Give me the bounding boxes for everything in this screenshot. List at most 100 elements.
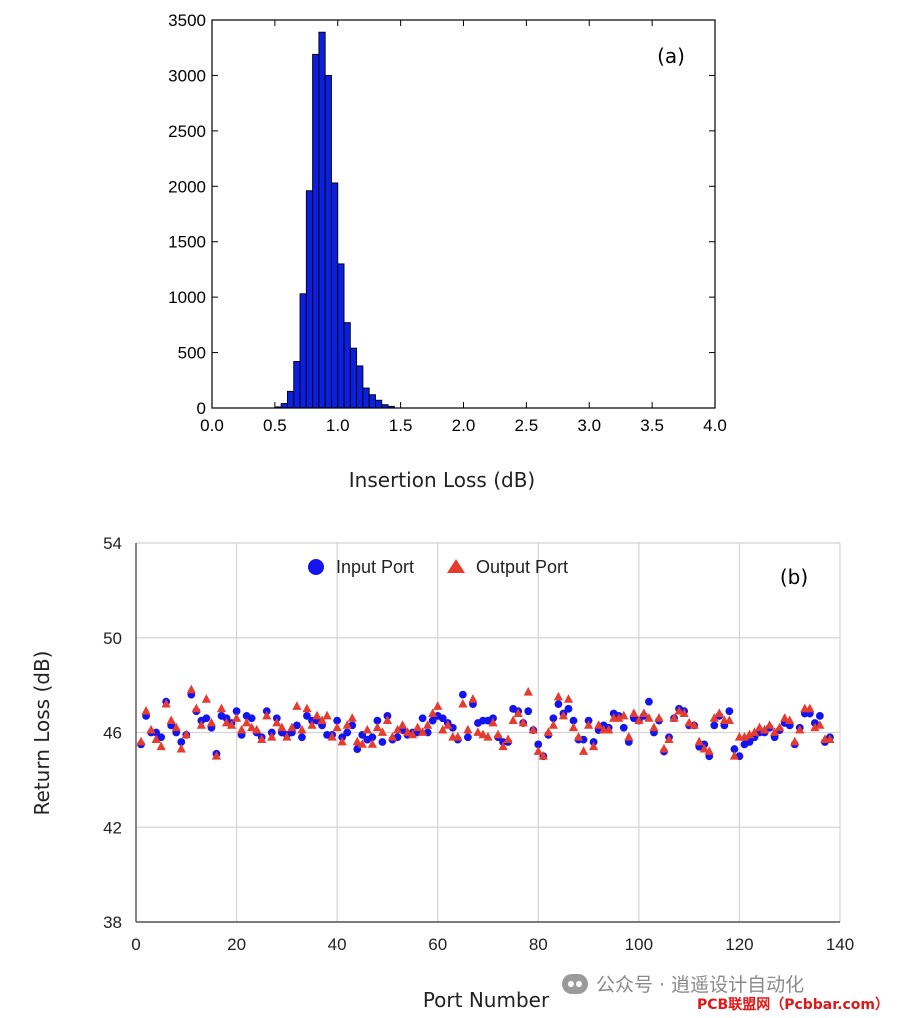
histogram-x-tick-label: 2.5 <box>515 416 539 435</box>
output-port-point <box>473 727 483 736</box>
output-port-point <box>518 717 528 727</box>
output-port-point <box>573 732 584 741</box>
output-port-point <box>257 734 267 744</box>
scatter-x-tick-label: 100 <box>625 935 653 954</box>
output-port-point <box>493 729 503 739</box>
input-port-point <box>177 738 186 746</box>
output-port-point <box>523 687 533 696</box>
histogram-x-tick-label: 3.5 <box>640 416 664 435</box>
histogram-y-ticks: 0 500 1000 1500 2000 2500 3000 3500 <box>168 11 715 418</box>
histogram-x-ticks: 0.0 0.5 1.0 1.5 2.0 2.5 3.0 3.5 4.0 <box>200 20 727 435</box>
output-port-point <box>759 724 770 734</box>
output-port-point <box>654 713 664 722</box>
output-port-point <box>242 717 252 727</box>
histogram-x-tick-label: 4.0 <box>703 416 727 435</box>
output-port-point <box>413 722 423 732</box>
output-port-point <box>714 708 724 717</box>
histogram-bar <box>362 387 370 409</box>
output-port-point <box>528 724 538 734</box>
output-port-point <box>237 724 247 734</box>
output-port-point <box>508 715 518 725</box>
histogram-x-tick-label: 3.0 <box>577 416 601 435</box>
output-port-point <box>578 746 589 755</box>
histogram-x-tick-label: 0.0 <box>200 416 224 435</box>
output-port-point <box>216 703 227 713</box>
histogram-plot-frame <box>211 19 716 409</box>
input-port-point <box>373 716 382 725</box>
output-port-point <box>659 743 669 753</box>
input-port-point <box>368 733 377 742</box>
output-port-point <box>805 703 815 713</box>
histogram-panel-label: (a) <box>657 44 685 68</box>
histogram-x-axis-label: Insertion Loss (dB) <box>349 468 535 492</box>
output-port-point <box>503 734 513 744</box>
input-port-point <box>333 716 342 725</box>
output-port-point <box>357 739 367 748</box>
scatter-x-tick-label: 40 <box>328 935 347 954</box>
output-port-point <box>272 717 282 727</box>
output-port-point <box>483 732 493 741</box>
output-port-point <box>463 724 473 734</box>
input-port-point <box>378 738 387 746</box>
output-port-point <box>317 715 327 725</box>
histogram-x-tick-label: 0.5 <box>263 416 287 435</box>
output-port-point <box>397 720 408 729</box>
histogram-bar <box>287 390 295 409</box>
output-port-point <box>166 715 176 725</box>
histogram-bar <box>324 74 332 409</box>
output-port-point <box>402 727 413 736</box>
scatter-y-tick-label: 46 <box>103 724 122 743</box>
output-port-point <box>815 720 825 729</box>
scatter-panel-label: (b) <box>780 565 808 589</box>
output-port-point <box>201 694 211 703</box>
input-port-point <box>710 721 719 730</box>
scatter-plot-frame <box>135 543 840 923</box>
output-port-point <box>785 715 795 725</box>
output-port-point <box>563 694 574 703</box>
input-port-point <box>463 733 472 742</box>
output-port-point <box>644 713 654 722</box>
output-port-point <box>664 734 674 744</box>
output-port-point <box>337 736 347 746</box>
scatter-x-tick-label: 0 <box>131 935 140 954</box>
output-port-point <box>302 703 312 713</box>
input-port-point <box>293 721 301 730</box>
input-port-point <box>569 716 578 725</box>
output-port-point <box>825 734 835 744</box>
histogram-bar <box>305 190 314 409</box>
input-port-point <box>247 714 256 723</box>
output-port-point <box>312 710 322 720</box>
scatter-x-ticks: 0 20 40 60 80 100 120 140 <box>131 935 854 954</box>
output-port-point <box>292 701 302 710</box>
output-port-point <box>186 684 196 694</box>
output-port-point <box>589 741 599 751</box>
input-port-point <box>458 690 467 699</box>
output-port-point <box>795 724 805 734</box>
output-port-point <box>407 729 418 739</box>
scatter-x-tick-label: 120 <box>725 935 753 954</box>
output-port-point <box>438 724 448 734</box>
watermark-line2: PCB联盟网（Pcbbar.com） <box>697 997 889 1013</box>
output-port-point <box>669 713 679 722</box>
output-port-point <box>322 710 332 720</box>
legend-output-port-label: Output Port <box>476 557 568 577</box>
input-port-point <box>645 697 653 706</box>
output-port-point <box>468 694 478 703</box>
input-port-point <box>202 714 211 723</box>
output-port-point <box>146 724 156 734</box>
input-port-point <box>157 733 166 742</box>
histogram-bar <box>293 360 301 409</box>
input-port-point <box>730 745 739 753</box>
scatter-y-ticks: 38 42 46 50 54 <box>103 534 122 932</box>
output-port-point <box>387 732 398 741</box>
histogram-bar <box>337 263 345 409</box>
output-port-point <box>538 750 548 760</box>
input-port-point <box>619 723 628 732</box>
output-port-point <box>423 720 433 729</box>
output-port-point <box>156 741 166 751</box>
output-port-point <box>684 717 694 727</box>
histogram-bar <box>349 347 358 409</box>
output-port-point <box>498 741 508 751</box>
output-port-point <box>196 720 206 729</box>
output-port-point <box>679 708 689 717</box>
